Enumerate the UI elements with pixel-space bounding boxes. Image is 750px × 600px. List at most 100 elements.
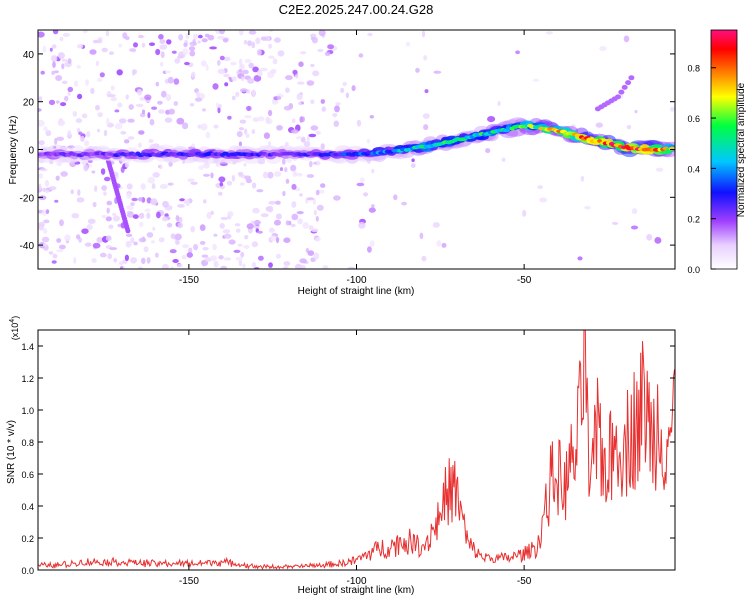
heatmap-speckle (56, 100, 60, 104)
heatmap-speckle (123, 139, 130, 144)
heatmap-speckle (646, 234, 653, 241)
heatmap-speckle (45, 209, 50, 215)
heatmap-speckle (279, 167, 284, 172)
heatmap-speckle (130, 257, 138, 264)
heatmap-speckle (61, 63, 65, 70)
colorbar-ticks: 0.0 0.2 0.4 0.6 0.8 (687, 64, 716, 275)
heatmap-speckle (51, 260, 57, 264)
heatmap-speckle (172, 259, 179, 263)
heatmap-speckle (272, 58, 278, 65)
heatmap-speckle (158, 109, 165, 114)
heatmap-speckle (94, 185, 98, 192)
heatmap-speckle (160, 51, 165, 59)
heatmap-speckle (313, 209, 317, 216)
heatmap-speckle (655, 167, 664, 172)
heatmap-speckle (205, 64, 209, 71)
heatmap-speckle (176, 117, 185, 125)
heatmap-speckle (96, 128, 101, 133)
heatmap-speckle (215, 102, 219, 108)
heatmap-speckle (179, 198, 186, 202)
heatmap-speckle (124, 162, 130, 168)
heatmap-speckle (76, 234, 81, 240)
heatmap-speckle (630, 225, 639, 230)
heatmap-speckle (219, 223, 225, 229)
heatmap-speckle (99, 252, 107, 258)
heatmap-speckle (62, 32, 70, 37)
heatmap-speckle (105, 30, 110, 37)
heatmap-speckle (244, 115, 252, 119)
snr-y-label: SNR (10 * v/v) (6, 420, 17, 484)
heatmap-speckle (623, 35, 630, 43)
heatmap-speckle (237, 171, 244, 176)
heatmap-speckle (275, 213, 282, 220)
heatmap-speckle (260, 36, 268, 41)
spectrogram-x-label: Height of straight line (km) (298, 286, 415, 297)
heatmap-speckle (74, 80, 78, 87)
heatmap-speckle (537, 185, 543, 190)
heatmap-speckle (256, 69, 263, 77)
heatmap-speckle (48, 99, 56, 106)
heatmap-speckle (256, 189, 264, 193)
heatmap-speckle (308, 133, 317, 138)
heatmap-speckle (140, 183, 146, 190)
heatmap-speckle (219, 181, 224, 187)
heatmap-speckle (45, 130, 52, 137)
heatmap-speckle (198, 34, 203, 39)
heatmap-speckle (143, 246, 149, 253)
heatmap-speckle (147, 176, 155, 184)
heatmap-speckle (231, 76, 237, 82)
heatmap-speckle (290, 164, 297, 172)
heatmap-speckle (76, 127, 81, 133)
heatmap-speckle (81, 228, 89, 234)
heatmap-speckle (299, 258, 307, 264)
heatmap-speckle (155, 81, 160, 87)
heatmap-speckle (151, 106, 158, 110)
heatmap-speckle (190, 225, 196, 233)
heatmap-speckle (162, 263, 169, 269)
heatmap-speckle (52, 253, 58, 259)
heatmap-speckle (113, 258, 118, 263)
heatmap-speckle (260, 213, 269, 218)
heatmap-speckle (251, 129, 256, 135)
heatmap-speckle (421, 255, 427, 262)
heatmap-speckle (634, 109, 638, 114)
heatmap-speckle (441, 242, 447, 248)
heatmap-speckle (182, 244, 189, 249)
heatmap-speckle (158, 237, 165, 243)
heatmap-speckle (251, 89, 256, 97)
heatmap-speckle (51, 44, 57, 49)
heatmap-speckle (237, 243, 243, 247)
heatmap-speckle (161, 217, 168, 222)
heatmap-speckle (85, 79, 89, 86)
heatmap-speckle (175, 239, 180, 245)
heatmap-speckle (54, 137, 58, 145)
heatmap-speckle (545, 31, 553, 35)
spectrogram-y-tick-label: 20 (23, 98, 35, 109)
heatmap-speckle (268, 109, 273, 117)
heatmap-speckle (248, 62, 254, 69)
heatmap-speckle (217, 59, 221, 66)
heatmap-speckle (246, 223, 254, 230)
heatmap-speckle (218, 176, 226, 183)
heatmap-speckle (245, 178, 252, 184)
heatmap-speckle (55, 175, 60, 181)
heatmap-speckle (157, 100, 163, 105)
heatmap-speckle (223, 257, 232, 261)
spectrogram-y-tick-label: 40 (23, 50, 35, 61)
heatmap-speckle (192, 38, 196, 46)
heatmap-speckle (268, 43, 273, 49)
heatmap-speckle (231, 174, 235, 182)
heatmap-speckle (238, 141, 242, 147)
heatmap-speckle (217, 106, 221, 114)
heatmap-speckle (222, 38, 229, 43)
heatmap-speckle (198, 92, 205, 100)
heatmap-speckle (86, 131, 91, 138)
heatmap-speckle (238, 259, 243, 267)
heatmap-speckle (358, 221, 366, 229)
heatmap-speckle (197, 40, 201, 44)
heatmap-speckle (255, 37, 261, 45)
heatmap-speckle (67, 86, 74, 92)
heatmap-speckle (137, 88, 143, 96)
heatmap-speckle (251, 41, 256, 49)
heatmap-speckle (296, 93, 303, 101)
